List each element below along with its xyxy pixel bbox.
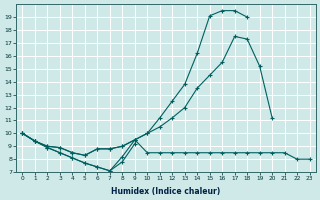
X-axis label: Humidex (Indice chaleur): Humidex (Indice chaleur) [111,187,221,196]
